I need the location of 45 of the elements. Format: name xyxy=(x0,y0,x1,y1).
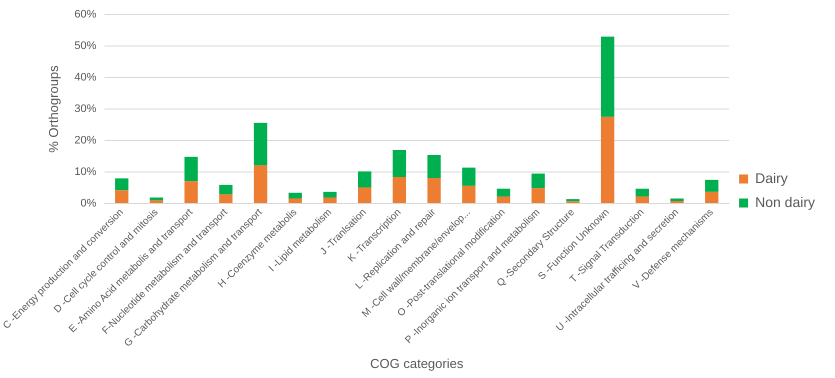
bar xyxy=(427,155,441,178)
bar xyxy=(532,188,545,204)
bar xyxy=(323,192,337,198)
bar xyxy=(184,181,198,204)
y-tick-label: 0% xyxy=(80,198,97,210)
bar xyxy=(254,122,268,166)
y-tick-label: 60% xyxy=(74,8,97,21)
bar xyxy=(150,200,164,204)
bar xyxy=(705,192,718,204)
bar xyxy=(392,150,406,178)
bar xyxy=(219,184,233,194)
bar xyxy=(358,171,372,188)
bar xyxy=(115,178,128,190)
bar xyxy=(636,188,649,197)
bar xyxy=(636,196,649,204)
bar xyxy=(392,177,406,204)
bar xyxy=(184,156,198,182)
y-axis-title: % Orthogroups xyxy=(46,64,62,153)
bar xyxy=(496,196,510,204)
bar xyxy=(358,187,372,204)
bar xyxy=(288,198,302,204)
bar xyxy=(705,180,718,192)
bar xyxy=(462,186,476,204)
bar xyxy=(323,198,337,204)
bar xyxy=(219,194,233,204)
y-tick-label: 40% xyxy=(74,72,97,84)
y-tick-label: 10% xyxy=(74,166,97,178)
y-tick-label: 30% xyxy=(74,103,97,116)
bar xyxy=(115,190,128,204)
bar xyxy=(496,188,510,197)
bar xyxy=(670,198,684,201)
legend-label: Dairy xyxy=(755,170,788,186)
bar xyxy=(462,168,476,186)
bar xyxy=(150,198,164,200)
y-tick-label: 20% xyxy=(74,134,97,147)
bar xyxy=(288,192,302,198)
y-tick-label: 50% xyxy=(74,40,97,52)
legend-label: Non dairy xyxy=(755,194,816,210)
bar xyxy=(427,178,441,204)
bar xyxy=(670,200,684,204)
bar xyxy=(254,165,268,204)
bar xyxy=(600,116,614,204)
bar xyxy=(532,174,545,188)
x-axis-title: COG categories xyxy=(370,356,464,371)
bar xyxy=(600,36,614,117)
